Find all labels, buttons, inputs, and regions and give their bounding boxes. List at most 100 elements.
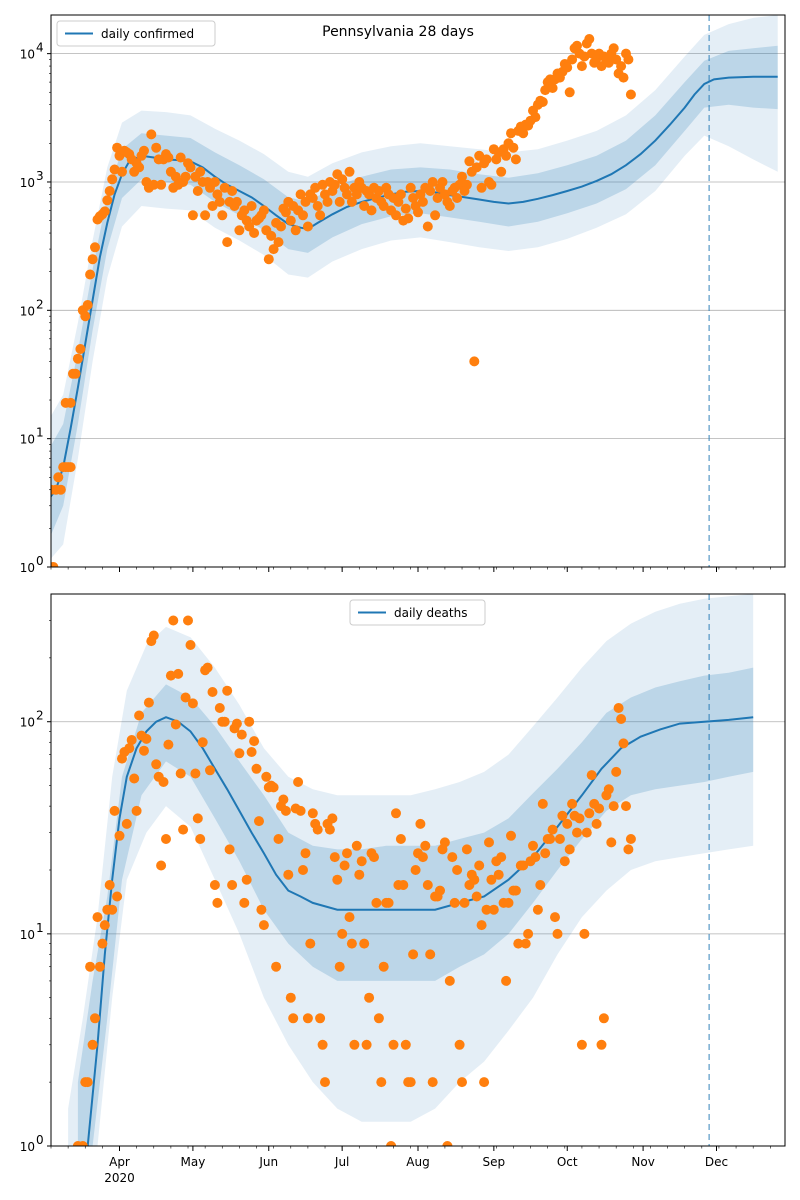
data-point (139, 745, 149, 756)
data-point (334, 196, 345, 207)
data-point (457, 171, 467, 182)
data-point (254, 816, 264, 827)
data-point (227, 186, 238, 196)
data-point (82, 1077, 93, 1088)
chart-title: Pennsylvania 28 days (322, 24, 474, 40)
data-point (359, 201, 370, 211)
data-point (295, 805, 306, 816)
data-point (124, 743, 135, 754)
data-point (422, 880, 433, 890)
data-point (285, 215, 296, 226)
data-point (606, 837, 617, 848)
data-point (85, 961, 96, 972)
data-point (305, 938, 316, 949)
data-point (107, 904, 118, 915)
data-point (535, 880, 546, 890)
data-point (312, 824, 323, 835)
inner-confidence-band (77, 667, 754, 1146)
data-point (290, 225, 301, 236)
data-point (373, 1013, 384, 1024)
data-point (447, 852, 458, 863)
data-point (82, 300, 93, 310)
data-point (625, 89, 636, 100)
data-point (354, 869, 365, 880)
data-point (603, 784, 614, 795)
data-point (442, 1141, 453, 1146)
y-tick-label: 10 (20, 304, 35, 318)
data-point (300, 848, 311, 859)
data-point (388, 1039, 399, 1050)
data-point (339, 860, 350, 871)
data-point (346, 938, 357, 949)
data-point (469, 874, 480, 885)
data-point (134, 710, 145, 721)
data-point (99, 206, 110, 217)
data-point (608, 801, 619, 812)
data-point (486, 179, 497, 190)
legend-label: daily deaths (394, 606, 467, 620)
data-point (244, 716, 255, 727)
data-point (576, 61, 587, 72)
data-point (567, 54, 578, 65)
data-point (476, 182, 487, 193)
data-point (295, 189, 306, 200)
data-point (251, 763, 262, 774)
data-point (513, 938, 524, 949)
data-point (552, 928, 563, 939)
data-point (481, 904, 492, 915)
data-point (268, 782, 279, 793)
data-point (329, 852, 340, 863)
data-point (567, 798, 578, 809)
data-point (444, 201, 455, 211)
data-point (351, 840, 362, 851)
data-point (214, 703, 225, 713)
data-point (562, 818, 573, 829)
data-point (168, 615, 179, 626)
data-point (178, 824, 189, 835)
x-tick-label: Sep (483, 1155, 506, 1169)
data-point (163, 739, 174, 750)
data-point (51, 562, 59, 567)
data-point (405, 1077, 416, 1088)
data-point (430, 210, 441, 221)
data-point (579, 928, 590, 939)
data-point (163, 152, 174, 163)
data-point (307, 808, 318, 819)
data-point (510, 154, 521, 165)
data-point (528, 840, 538, 851)
data-point (493, 869, 504, 880)
data-point (192, 186, 203, 196)
y-tick-exponent: 1 (36, 426, 44, 440)
data-point (236, 729, 247, 740)
data-point (371, 897, 382, 908)
data-point (134, 162, 145, 173)
data-point (276, 221, 286, 232)
data-point (239, 897, 250, 908)
data-point (469, 356, 480, 367)
data-point (302, 1013, 313, 1024)
data-point (501, 975, 512, 986)
data-point (151, 759, 162, 770)
data-point (464, 156, 475, 167)
y-tick-label: 10 (20, 928, 35, 942)
data-point (192, 813, 203, 824)
data-point (391, 210, 401, 221)
data-point (559, 856, 570, 867)
data-point (80, 311, 91, 322)
data-point (496, 852, 507, 863)
data-point (315, 210, 326, 221)
data-point (415, 818, 426, 829)
data-point (185, 640, 196, 650)
data-point (337, 174, 348, 185)
x-tick-label: Nov (631, 1155, 654, 1169)
data-point (190, 768, 201, 779)
data-point (293, 777, 304, 787)
data-point (77, 1141, 88, 1146)
data-point (400, 203, 411, 214)
data-point (219, 716, 230, 727)
data-point (195, 166, 206, 177)
data-point (572, 40, 582, 51)
data-point (271, 961, 282, 972)
